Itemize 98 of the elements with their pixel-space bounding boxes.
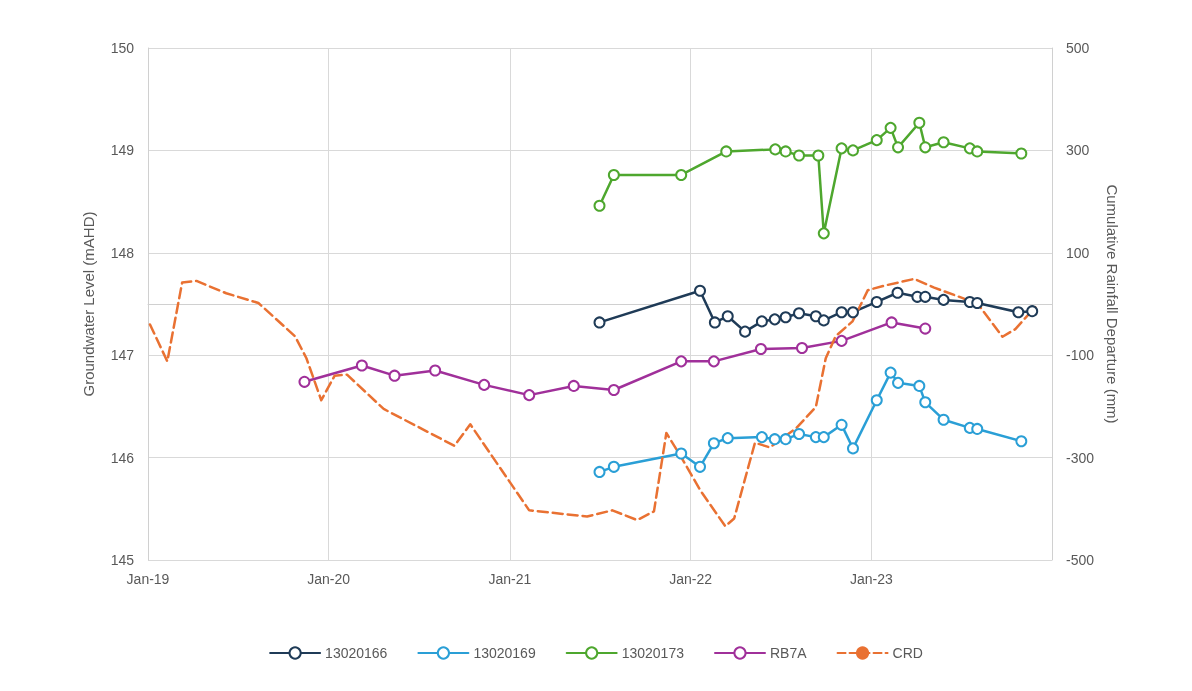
point [755,315,768,328]
point [812,149,825,162]
point [892,141,905,154]
point [478,378,491,391]
point [721,432,734,445]
point [796,342,808,355]
point [892,376,905,389]
point [971,296,984,309]
point [919,290,932,303]
point [817,314,830,327]
y2-tick-label: -500 [1066,552,1095,568]
point [817,227,830,240]
point [593,465,606,478]
point [607,168,620,181]
point [971,145,984,158]
point [1015,147,1028,160]
point [769,143,782,156]
y2-tick-label: 100 [1066,244,1090,261]
point [694,460,706,473]
point [523,389,536,402]
point [919,141,932,154]
point [913,116,926,129]
point [971,422,984,435]
point [846,442,859,455]
y-axis-title: Groundwater Level (mAHD) [80,211,97,397]
point [937,413,950,426]
point [607,384,620,397]
point [779,311,792,324]
x-tick-label: Jan-23 [849,571,893,587]
point [793,149,806,162]
point [755,431,768,444]
legend-label: RB7A [769,645,808,661]
y-tick-label: 150 [110,40,135,56]
point [835,418,848,431]
point [593,316,606,329]
point [937,136,950,149]
point [355,359,368,372]
point [388,369,401,382]
point [919,322,932,335]
point [919,396,932,409]
point [870,134,883,147]
y-tick-label: 147 [110,347,135,364]
point [675,355,688,368]
y2-tick-label: -100 [1066,347,1095,364]
point [846,144,859,157]
point [846,306,859,319]
point [891,286,904,299]
point [793,428,806,441]
x-tick-label: Jan-19 [126,571,170,587]
y2-axis-title: Cumulative Rainfall Departure (mm) [1103,184,1121,424]
point [884,366,897,379]
point [870,394,883,407]
y2-tick-label: 500 [1066,40,1090,56]
point [739,325,752,338]
point [675,168,688,181]
y-tick-label: 148 [110,244,135,261]
point [720,145,733,158]
point [779,433,792,446]
y2-tick-label: 300 [1066,142,1090,159]
y-tick-label: 146 [110,449,135,466]
point [607,460,620,473]
point [707,355,720,368]
point [567,379,580,392]
point [707,437,720,450]
y-tick-label: 145 [110,552,135,568]
x-tick-label: Jan-22 [669,571,713,587]
point [817,431,830,444]
point [593,199,606,212]
point [779,145,792,158]
legend-label: 13020169 [473,645,536,661]
point [298,375,311,388]
point [768,433,781,446]
point [1012,306,1025,319]
legend-label: 13020173 [621,645,685,661]
point [429,364,442,377]
y-tick-label: 149 [110,142,135,159]
point [694,284,706,297]
point [1015,435,1028,448]
legend-label: 13020166 [325,645,388,661]
point [721,310,734,323]
point [835,334,848,347]
point [1026,305,1039,318]
point [768,313,781,326]
point [754,343,767,356]
point [835,142,848,155]
point [675,447,688,460]
point [870,295,883,308]
point [884,121,897,134]
y2-tick-label: -300 [1066,449,1095,466]
point [793,307,806,320]
legend-label: CRD [892,645,923,661]
x-tick-label: Jan-20 [307,571,351,587]
point [708,316,721,329]
point [885,316,898,329]
x-tick-label: Jan-21 [488,571,532,587]
point [937,293,950,306]
point [913,379,926,392]
point [835,306,848,319]
